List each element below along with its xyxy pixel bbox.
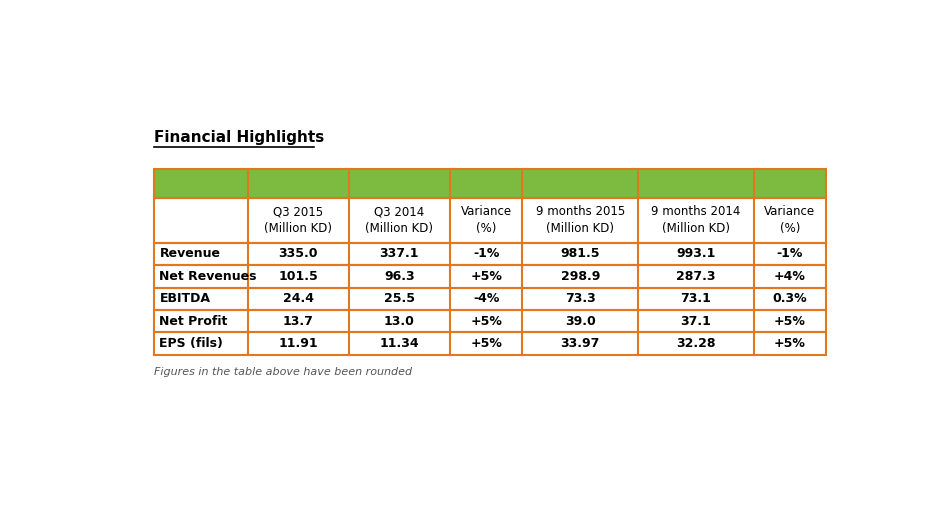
Text: EBITDA: EBITDA — [159, 292, 210, 305]
Text: +5%: +5% — [470, 337, 502, 350]
Text: Figures in the table above have been rounded: Figures in the table above have been rou… — [154, 367, 412, 377]
Bar — [154, 243, 826, 265]
Text: 11.91: 11.91 — [279, 337, 318, 350]
Bar — [154, 198, 826, 243]
Bar — [154, 288, 826, 310]
Bar — [154, 310, 826, 332]
Text: 298.9: 298.9 — [561, 270, 600, 283]
Text: Variance
(%): Variance (%) — [764, 205, 815, 235]
Bar — [154, 198, 826, 243]
Bar — [154, 265, 826, 288]
Text: 32.28: 32.28 — [676, 337, 716, 350]
Text: 13.0: 13.0 — [384, 315, 415, 327]
Text: 335.0: 335.0 — [279, 248, 318, 260]
Text: 287.3: 287.3 — [676, 270, 716, 283]
Text: 981.5: 981.5 — [560, 248, 600, 260]
Text: +5%: +5% — [774, 337, 806, 350]
Text: -1%: -1% — [473, 248, 499, 260]
Bar — [154, 332, 826, 355]
Text: 25.5: 25.5 — [384, 292, 415, 305]
Text: 101.5: 101.5 — [279, 270, 318, 283]
Text: Financial Highlights: Financial Highlights — [154, 130, 324, 145]
Text: Variance
(%): Variance (%) — [461, 205, 512, 235]
Text: 73.1: 73.1 — [680, 292, 711, 305]
Text: 39.0: 39.0 — [565, 315, 596, 327]
Text: EPS (fils): EPS (fils) — [159, 337, 223, 350]
Text: 96.3: 96.3 — [385, 270, 415, 283]
Text: +5%: +5% — [774, 315, 806, 327]
Text: 13.7: 13.7 — [282, 315, 313, 327]
Text: +4%: +4% — [774, 270, 806, 283]
Text: 993.1: 993.1 — [676, 248, 716, 260]
Bar — [154, 310, 826, 332]
Text: 9 months 2015
(Million KD): 9 months 2015 (Million KD) — [536, 205, 625, 235]
Bar — [154, 169, 826, 198]
Bar — [154, 288, 826, 310]
Text: -4%: -4% — [473, 292, 499, 305]
Bar — [154, 243, 826, 265]
Text: +5%: +5% — [470, 315, 502, 327]
Text: 11.34: 11.34 — [380, 337, 419, 350]
Text: Revenue: Revenue — [159, 248, 220, 260]
Text: Net Profit: Net Profit — [159, 315, 228, 327]
Text: 24.4: 24.4 — [282, 292, 313, 305]
Text: 73.3: 73.3 — [565, 292, 596, 305]
Bar — [154, 265, 826, 288]
Text: 33.97: 33.97 — [561, 337, 600, 350]
Bar — [154, 332, 826, 355]
Text: Q3 2015
(Million KD): Q3 2015 (Million KD) — [265, 205, 332, 235]
Text: Q3 2014
(Million KD): Q3 2014 (Million KD) — [366, 205, 433, 235]
Text: -1%: -1% — [777, 248, 803, 260]
Text: 0.3%: 0.3% — [773, 292, 808, 305]
Text: 37.1: 37.1 — [680, 315, 711, 327]
Text: 337.1: 337.1 — [380, 248, 419, 260]
Text: +5%: +5% — [470, 270, 502, 283]
Text: 9 months 2014
(Million KD): 9 months 2014 (Million KD) — [651, 205, 741, 235]
Bar — [154, 169, 826, 198]
Text: Net Revenues: Net Revenues — [159, 270, 257, 283]
